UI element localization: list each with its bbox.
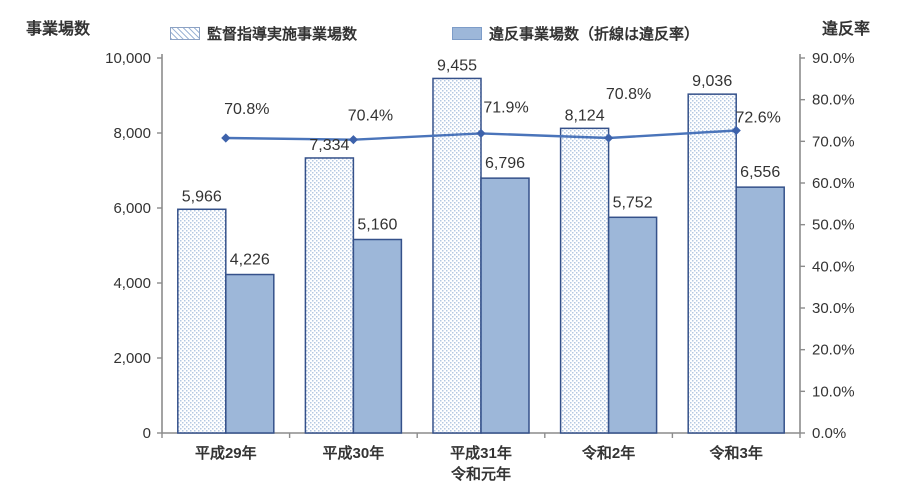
legend-label-violation: 違反事業場数（折線は違反率）: [489, 26, 700, 43]
bar-supervised-0: [177, 208, 227, 434]
bar-supervised-1: [304, 157, 355, 434]
left-axis-tick-label: 10,000: [105, 50, 151, 67]
bar-label-supervised-1: 7,334: [309, 137, 349, 154]
rate-label-1: 70.4%: [348, 108, 393, 125]
right-axis-tick-label: 0.0%: [812, 425, 846, 442]
line-marker-3: [604, 133, 614, 143]
right-axis-tick-label: 90.0%: [812, 50, 855, 67]
category-label: 平成29年: [195, 444, 257, 462]
right-axis-tick-label: 20.0%: [812, 342, 855, 359]
category-label: 令和2年: [582, 444, 635, 462]
bar-supervised-4: [687, 93, 737, 434]
left-axis-tick-label: 0: [143, 425, 151, 442]
line-marker-0: [221, 133, 231, 143]
category-label: 平成31年: [450, 444, 512, 462]
solid-bar-swatch-icon: [452, 27, 482, 40]
category-label: 令和元年: [451, 465, 511, 483]
bar-label-supervised-3: 8,124: [565, 107, 605, 124]
category-label: 平成30年: [323, 444, 385, 462]
left-axis-tick-label: 4,000: [113, 275, 151, 292]
right-axis-tick-label: 40.0%: [812, 258, 855, 275]
right-axis-title: 違反率: [822, 21, 871, 38]
bar-violation-1: [352, 238, 403, 434]
bar-violation-3: [607, 216, 658, 434]
rate-label-3: 70.8%: [606, 86, 651, 103]
right-axis-tick-label: 50.0%: [812, 217, 855, 234]
bar-label-violation-3: 5,752: [613, 194, 653, 211]
legend-label-supervised: 監督指導実施事業場数: [207, 26, 358, 43]
legend-item-violation: 違反事業場数（折線は違反率）: [452, 23, 699, 44]
bar-label-violation-2: 6,796: [485, 155, 525, 172]
bar-label-supervised-2: 9,455: [437, 57, 477, 74]
right-axis-tick-label: 10.0%: [812, 383, 855, 400]
line-marker-2: [476, 128, 486, 139]
bar-violation-4: [735, 186, 785, 434]
left-axis-title: 事業場数: [26, 21, 91, 38]
bar-violation-0: [225, 273, 275, 434]
bar-label-violation-1: 5,160: [357, 217, 397, 234]
left-axis-tick-label: 6,000: [113, 200, 151, 217]
bar-label-violation-0: 4,226: [230, 252, 270, 269]
rate-label-0: 70.8%: [224, 101, 269, 118]
bar-supervised-2: [432, 77, 482, 434]
category-label: 令和3年: [710, 444, 763, 462]
bar-label-supervised-4: 9,036: [692, 73, 732, 90]
line-marker-1: [348, 135, 358, 145]
left-axis-tick-label: 2,000: [113, 350, 151, 367]
rate-label-2: 71.9%: [483, 99, 528, 116]
legend-item-supervised: 監督指導実施事業場数: [170, 23, 357, 44]
right-axis-tick-label: 70.0%: [812, 133, 855, 150]
bar-label-supervised-0: 5,966: [182, 188, 222, 205]
hatched-bar-swatch-icon: [170, 27, 200, 40]
bar-violation-2: [480, 177, 530, 434]
left-axis-tick-label: 8,000: [113, 125, 151, 142]
right-axis-tick-label: 80.0%: [812, 92, 855, 109]
line-marker-4: [731, 125, 741, 136]
right-axis-tick-label: 30.0%: [812, 300, 855, 317]
bar-label-violation-4: 6,556: [740, 164, 780, 181]
bar-supervised-3: [559, 127, 610, 434]
rate-label-4: 72.6%: [736, 110, 781, 127]
right-axis-tick-label: 60.0%: [812, 175, 855, 192]
